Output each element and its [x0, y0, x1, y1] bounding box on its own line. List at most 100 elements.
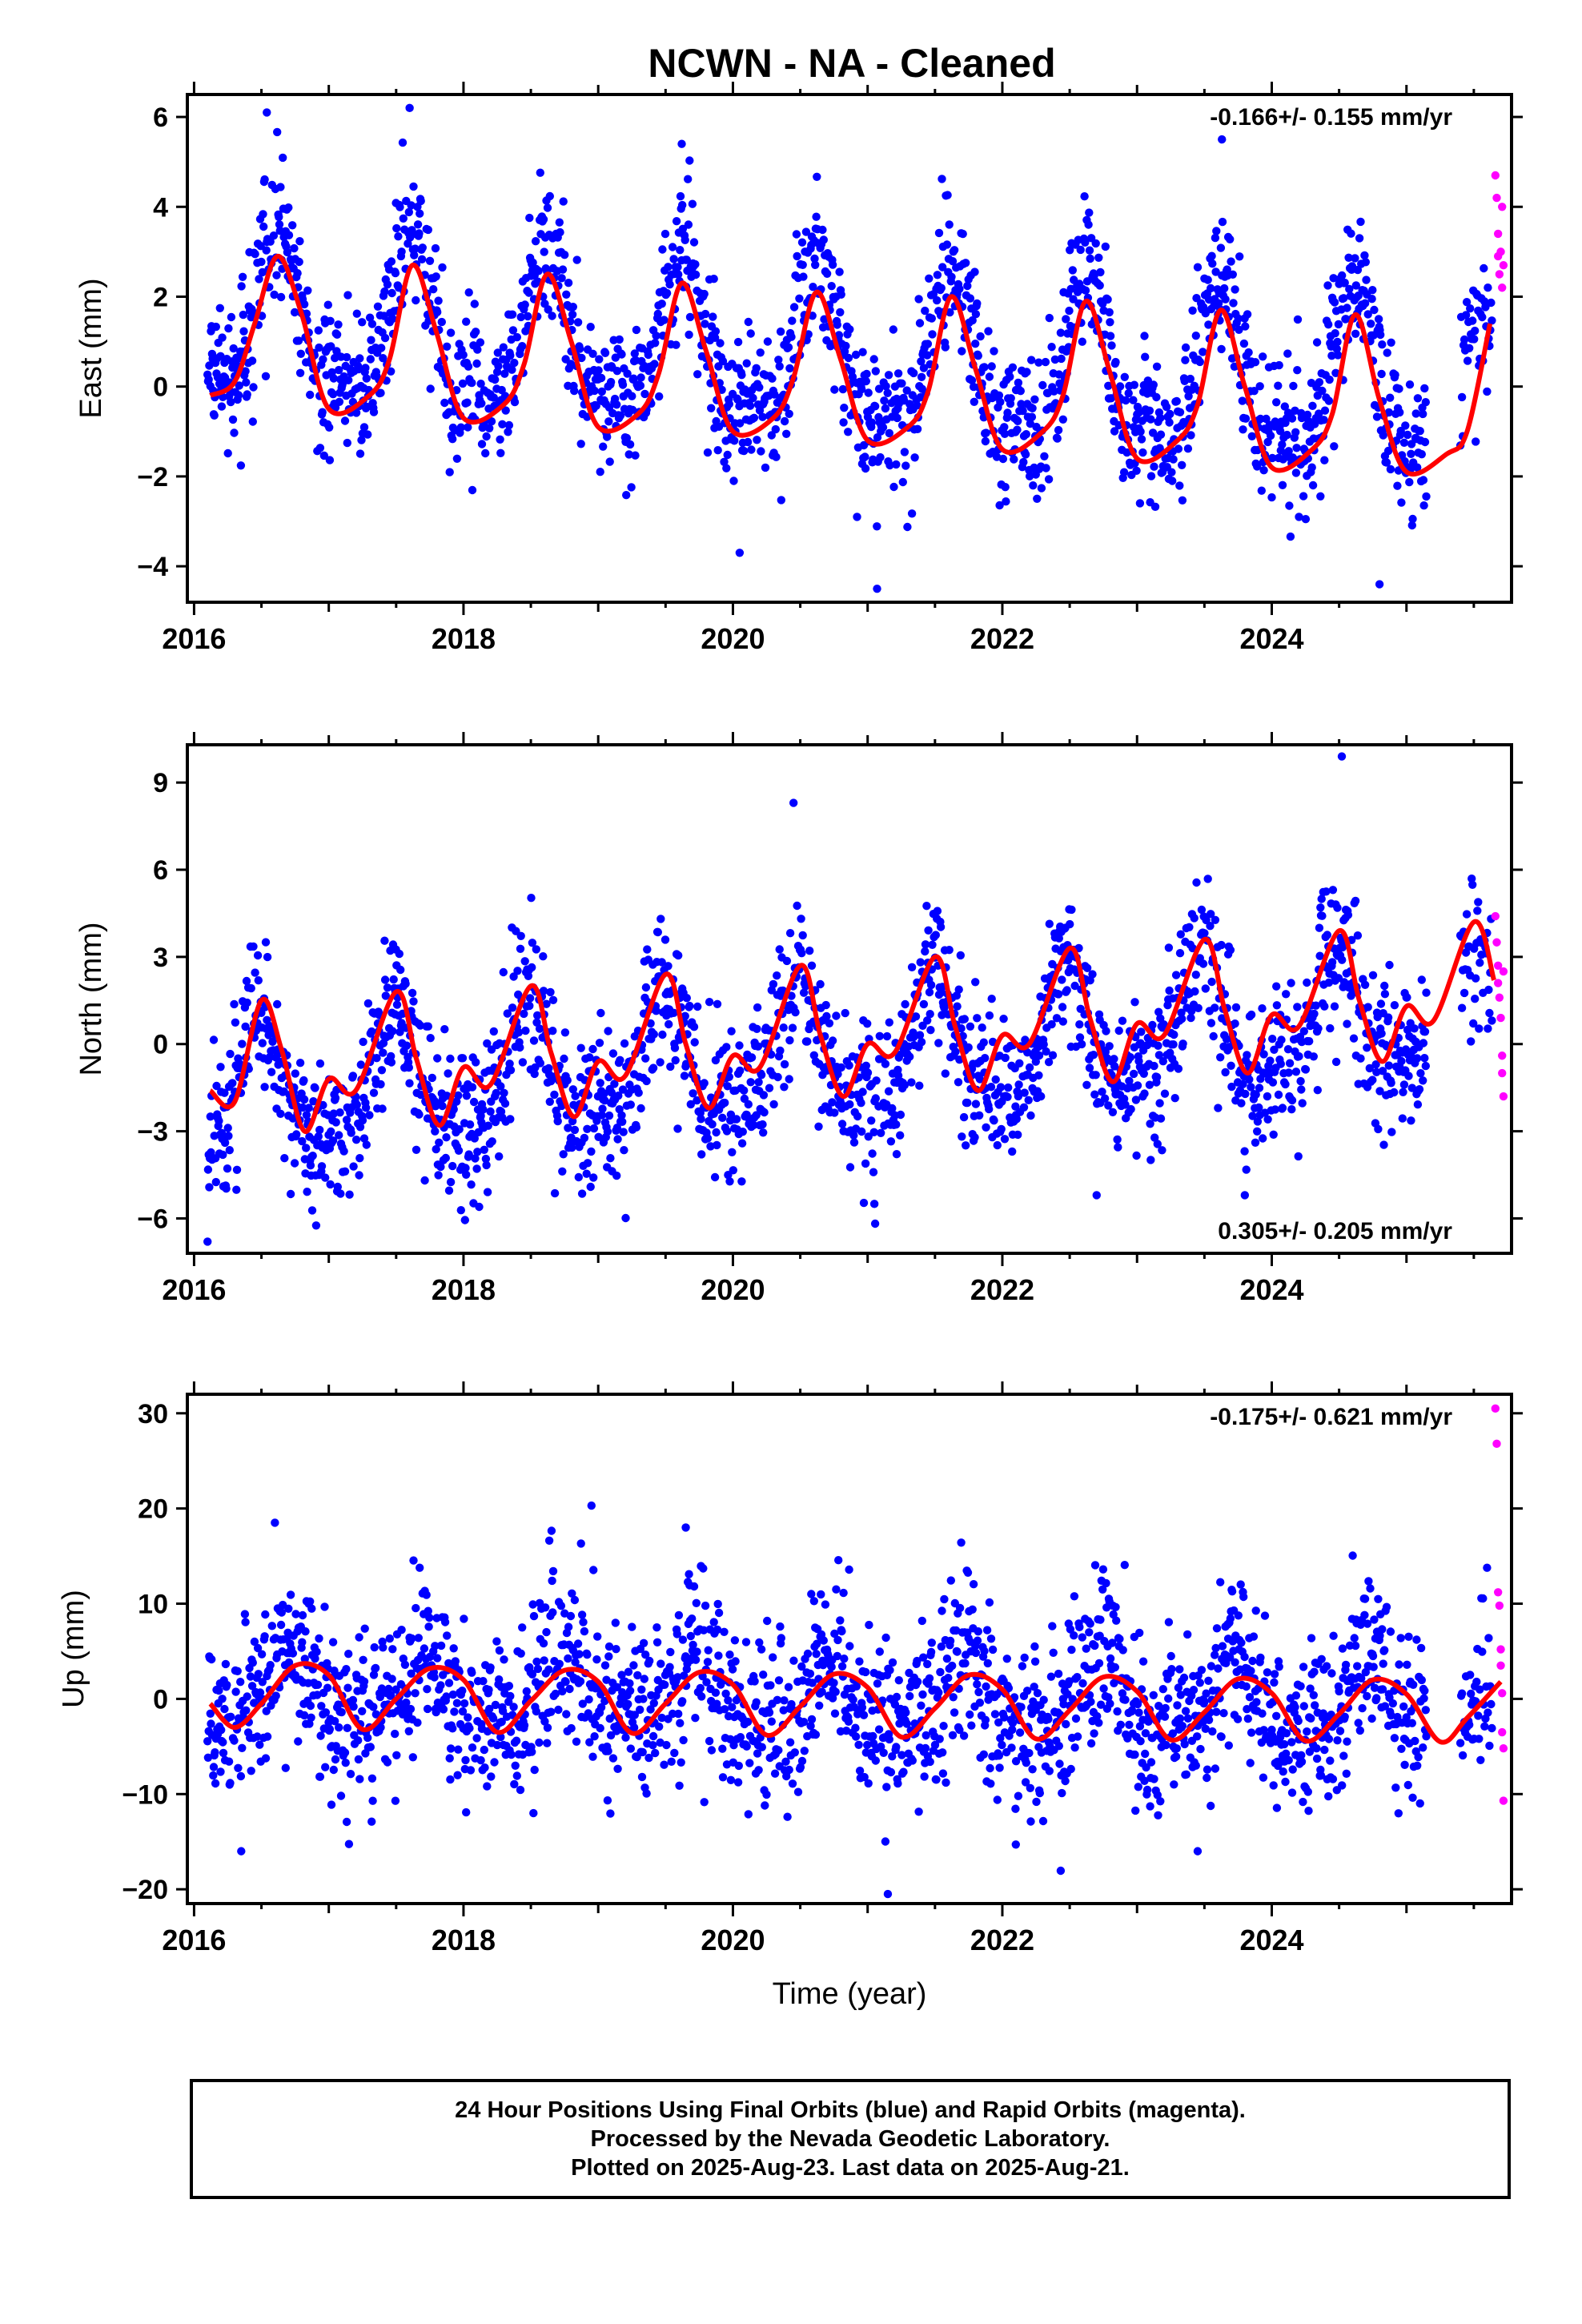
data-point	[1122, 396, 1130, 405]
data-point	[787, 332, 796, 341]
data-point	[900, 1080, 909, 1090]
data-point	[1417, 450, 1427, 459]
data-point	[295, 257, 303, 267]
data-point	[707, 1746, 717, 1755]
data-point	[1280, 402, 1290, 411]
data-point	[1328, 886, 1338, 895]
data-point	[893, 369, 903, 378]
data-point	[689, 1582, 699, 1591]
data-point	[1178, 496, 1187, 505]
data-point	[720, 457, 729, 466]
data-point	[673, 1673, 682, 1682]
data-point	[818, 225, 827, 235]
data-point	[405, 103, 414, 113]
data-point	[688, 1614, 697, 1623]
data-point	[1259, 1050, 1268, 1059]
data-point	[1255, 1103, 1263, 1112]
data-point	[1041, 357, 1050, 367]
data-point	[404, 1727, 413, 1735]
data-point	[349, 1702, 358, 1711]
data-point	[236, 1771, 246, 1781]
data-point	[622, 433, 632, 443]
data-point	[1303, 978, 1311, 987]
data-point	[797, 949, 806, 958]
data-point	[907, 1078, 916, 1087]
data-point	[472, 1058, 480, 1067]
data-point	[423, 1704, 432, 1714]
data-point	[1341, 315, 1351, 324]
y-tick-label: −3	[137, 1117, 168, 1148]
data-point	[785, 409, 793, 418]
data-point	[301, 1627, 310, 1636]
data-point	[1124, 388, 1133, 398]
data-point	[984, 327, 993, 336]
data-point	[665, 1663, 674, 1671]
data-point	[451, 1657, 460, 1666]
data-point	[710, 1172, 720, 1182]
data-point	[660, 1760, 669, 1769]
data-point	[1120, 372, 1130, 381]
data-point	[1462, 910, 1472, 919]
data-point	[685, 330, 693, 340]
data-point	[1234, 314, 1243, 323]
data-point	[1086, 254, 1094, 263]
data-point	[950, 246, 959, 255]
data-point	[583, 1651, 592, 1659]
rapid-point	[1495, 993, 1504, 1002]
data-point	[539, 1638, 548, 1648]
data-point	[730, 436, 739, 445]
data-point	[1393, 481, 1402, 490]
data-point	[504, 428, 512, 436]
data-point	[807, 961, 817, 971]
data-point	[925, 987, 934, 997]
data-point	[1014, 378, 1023, 388]
data-point	[391, 268, 400, 278]
data-point	[785, 1765, 793, 1775]
data-point	[897, 379, 906, 388]
data-point	[253, 1732, 262, 1741]
data-point	[600, 1661, 610, 1670]
data-point	[293, 269, 302, 278]
data-point	[744, 1100, 753, 1109]
data-point	[998, 454, 1008, 464]
data-point	[1169, 455, 1178, 464]
data-point	[1098, 1088, 1106, 1096]
data-point	[306, 1161, 315, 1170]
data-point	[1413, 1100, 1423, 1109]
data-point	[496, 1082, 505, 1091]
data-point	[344, 1650, 353, 1659]
data-point	[1308, 480, 1318, 490]
data-point	[564, 279, 573, 287]
data-point	[396, 203, 404, 211]
data-point	[203, 1737, 212, 1746]
data-point	[882, 1031, 892, 1041]
data-point	[596, 1079, 604, 1088]
data-point	[243, 998, 251, 1007]
data-point	[871, 367, 881, 376]
data-point	[975, 1111, 984, 1120]
data-point	[1216, 1053, 1225, 1062]
data-point	[342, 352, 351, 362]
data-point	[1467, 1037, 1476, 1046]
data-point	[923, 351, 932, 360]
data-point	[742, 1742, 751, 1751]
data-point	[1001, 483, 1010, 492]
data-point	[501, 406, 510, 415]
data-point	[1386, 464, 1395, 474]
data-point	[1039, 1040, 1048, 1049]
data-point	[377, 344, 386, 352]
data-point	[821, 1000, 830, 1010]
data-point	[375, 1692, 384, 1702]
data-point	[990, 1116, 998, 1125]
data-point	[424, 1022, 432, 1031]
data-point	[448, 1690, 458, 1699]
data-point	[594, 1132, 603, 1142]
data-point	[927, 314, 937, 323]
data-point	[713, 1140, 721, 1150]
data-point	[749, 1120, 758, 1130]
final-orbit-points	[203, 103, 1496, 593]
data-point	[624, 1667, 633, 1676]
data-point	[550, 1188, 560, 1198]
data-point	[853, 513, 861, 521]
